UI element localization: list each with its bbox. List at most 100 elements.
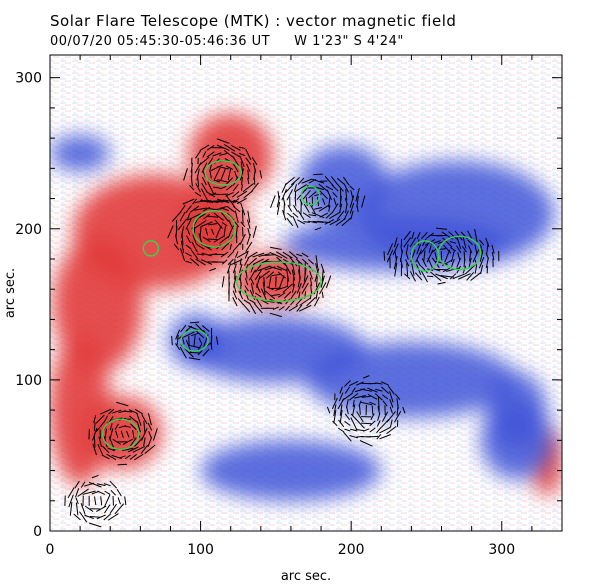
vector-7-2-5 bbox=[91, 491, 99, 495]
vector-0-8-2 bbox=[194, 192, 202, 197]
vector-7-1-6 bbox=[96, 483, 106, 487]
vector-8-6-2 bbox=[339, 409, 343, 424]
vector-0-3-3 bbox=[199, 156, 210, 166]
vector-5-5-2 bbox=[179, 346, 187, 359]
vector-2-1-14 bbox=[301, 252, 309, 258]
vector-2-5-18 bbox=[325, 275, 332, 288]
vector-1-1-7 bbox=[206, 199, 219, 204]
vector-1-6-9 bbox=[219, 234, 231, 244]
vector-3-5-14 bbox=[349, 202, 355, 214]
vector-4-5-6 bbox=[416, 259, 422, 267]
vector-1-3-8 bbox=[213, 212, 224, 221]
vector-3-4-0 bbox=[270, 195, 276, 208]
vector-3-3-11 bbox=[332, 191, 338, 198]
vector-1-5-9 bbox=[223, 226, 226, 238]
vector-3-6-6 bbox=[302, 212, 311, 219]
vector-1-6-4 bbox=[192, 234, 197, 245]
vector-1-2-6 bbox=[202, 206, 211, 212]
vector-3-2-9 bbox=[318, 183, 329, 193]
vector-0-1-4 bbox=[206, 144, 215, 151]
vector-3-3-13 bbox=[345, 189, 348, 201]
vector-1-9-3 bbox=[185, 260, 192, 264]
vector-2-1-4 bbox=[244, 251, 249, 259]
plot-area bbox=[50, 55, 562, 531]
vector-8-7-3 bbox=[344, 420, 351, 426]
vector-7-3-1 bbox=[68, 494, 74, 508]
vector-3-2-5 bbox=[295, 184, 307, 192]
vector-3-4-16 bbox=[361, 195, 366, 208]
vector-4-3-7 bbox=[420, 243, 429, 255]
vector-4-3-8 bbox=[428, 245, 432, 253]
vector-0-6-1 bbox=[190, 175, 193, 187]
vector-4-5-2 bbox=[393, 256, 398, 270]
vector-0-8-7 bbox=[225, 192, 234, 197]
vector-3-5-10 bbox=[328, 204, 331, 212]
vector-1-8-12 bbox=[236, 250, 249, 259]
vector-4-7-6 bbox=[414, 272, 423, 281]
vector-4-7-14 bbox=[458, 273, 471, 280]
vector-8-6-11 bbox=[394, 410, 402, 423]
vector-2-5-4 bbox=[245, 278, 249, 286]
vector-7-2-7 bbox=[104, 490, 111, 495]
vector-2-7-17 bbox=[321, 291, 324, 299]
vector-7-4-6 bbox=[96, 505, 107, 512]
vector-2-2-4 bbox=[244, 257, 250, 266]
vector-2-6-8 bbox=[266, 286, 274, 291]
vector-4-1-5 bbox=[411, 231, 415, 240]
vector-1-6-12 bbox=[239, 233, 246, 245]
vector-4-4-4 bbox=[405, 252, 409, 260]
vector-2-6-3 bbox=[239, 282, 242, 295]
vector-8-5-12 bbox=[402, 406, 406, 414]
vector-3-1-6 bbox=[301, 178, 313, 184]
vector-4-5-7 bbox=[421, 258, 427, 268]
vector-6-6-1 bbox=[92, 443, 97, 456]
vector-2-10-9 bbox=[269, 312, 283, 318]
vector-2-9-4 bbox=[242, 303, 251, 313]
vector-3-6-2 bbox=[282, 209, 287, 221]
vector-1-8-9 bbox=[220, 251, 229, 258]
vector-8-5-10 bbox=[389, 406, 393, 414]
vector-4-4-1 bbox=[386, 249, 394, 263]
vector-2-8-2 bbox=[232, 297, 238, 307]
vector-7-5-6 bbox=[96, 514, 106, 520]
vector-6-3-8 bbox=[130, 423, 137, 431]
vector-1-8-11 bbox=[234, 251, 239, 258]
vector-8-2-6 bbox=[360, 388, 373, 392]
vector-2-1-10 bbox=[275, 251, 288, 259]
vector-6-2-4 bbox=[108, 416, 114, 423]
vector-4-1-12 bbox=[448, 231, 458, 240]
vector-1-4-6 bbox=[200, 221, 213, 228]
vector-0-3-10 bbox=[245, 157, 252, 165]
vector-5-4-7 bbox=[210, 343, 213, 350]
vector-3-3-7 bbox=[308, 191, 317, 199]
vector-2-4-10 bbox=[277, 271, 286, 279]
observation-datetime: 00/07/20 05:45:30-05:46:36 UT bbox=[50, 34, 271, 49]
vector-1-5-13 bbox=[247, 227, 251, 236]
vector-2-1-8 bbox=[264, 254, 276, 256]
vector-2-3-9 bbox=[269, 266, 283, 271]
vector-0-8-9 bbox=[236, 190, 248, 198]
x-tick-label-0: 0 bbox=[46, 542, 55, 558]
vector-1-2-5 bbox=[194, 207, 207, 211]
vector-6-2-2 bbox=[95, 414, 105, 424]
vector-1-3-1 bbox=[171, 211, 182, 222]
vector-0-2-5 bbox=[212, 152, 222, 157]
vector-5-3-0 bbox=[171, 335, 173, 346]
vector-8-1-8 bbox=[375, 382, 383, 385]
contour-7 bbox=[437, 235, 482, 271]
vector-8-9-8 bbox=[376, 434, 382, 440]
vector-3-2-12 bbox=[337, 184, 344, 192]
vector-3-1-13 bbox=[342, 176, 350, 186]
vector-7-3-9 bbox=[117, 497, 121, 505]
vector-3-5-4 bbox=[293, 204, 298, 212]
vector-1-3-13 bbox=[247, 210, 251, 223]
vector-0-6-9 bbox=[241, 177, 243, 186]
vector-6-6-2 bbox=[97, 443, 104, 455]
vector-0-5-10 bbox=[247, 169, 250, 179]
vector-3-6-4 bbox=[292, 212, 299, 218]
vector-4-3-13 bbox=[456, 245, 462, 254]
vector-1-6-3 bbox=[186, 235, 191, 244]
vector-4-3-1 bbox=[387, 243, 393, 256]
vector-0-6-11 bbox=[253, 177, 256, 185]
